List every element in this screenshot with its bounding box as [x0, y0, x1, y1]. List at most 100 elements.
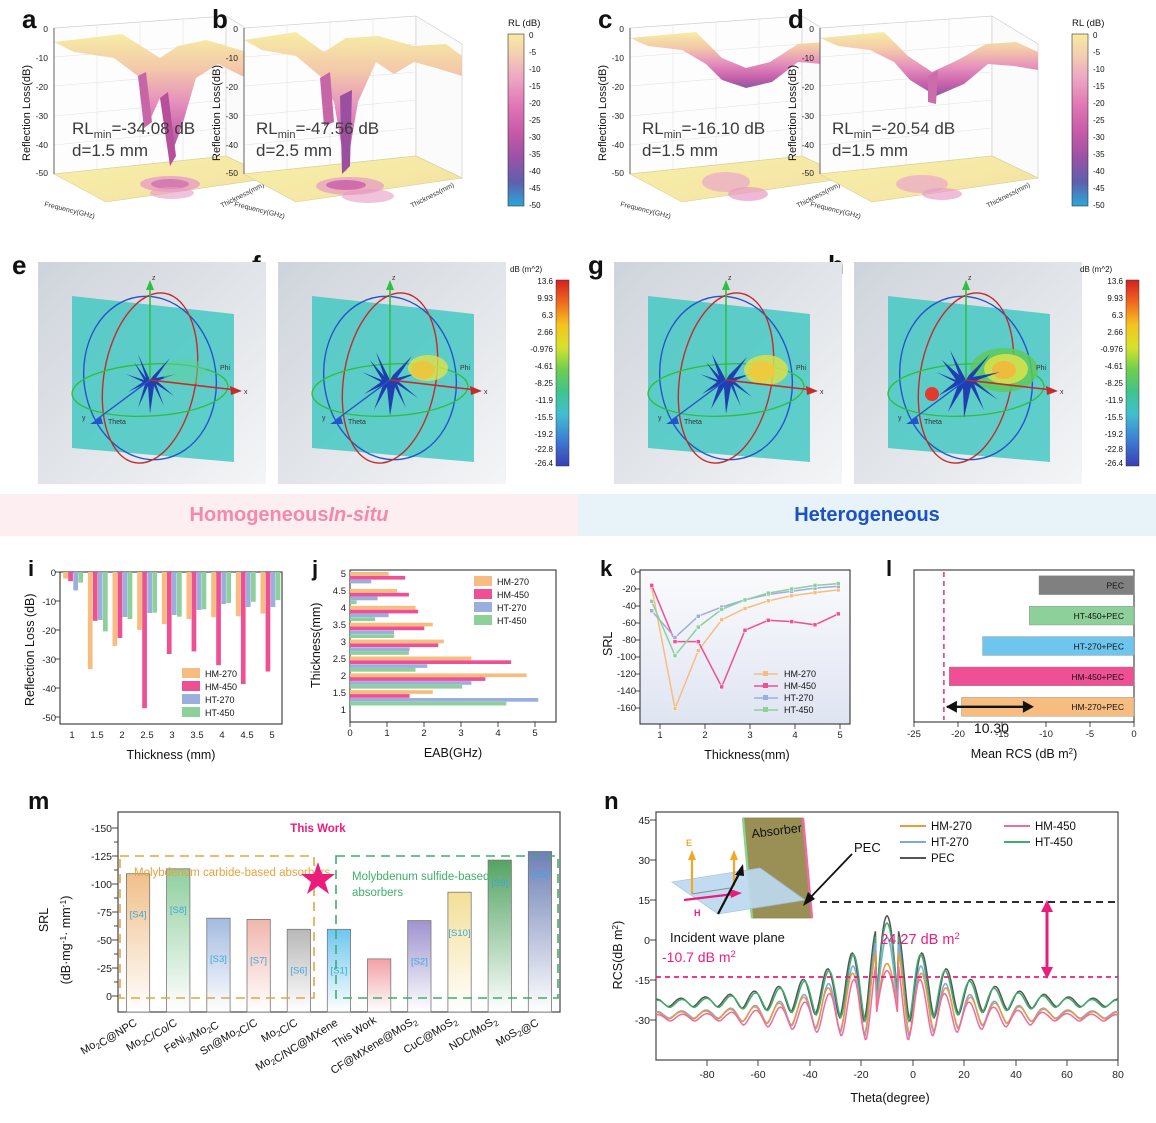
panel-j-ytick: 1.5: [333, 688, 346, 699]
panel-l-bar-label: HM-270+PEC: [1071, 702, 1124, 712]
panel-j-ytick: 4.5: [333, 586, 346, 597]
panel-n-ytick: 45: [638, 815, 650, 827]
panel-b: b 0 -10 -20 -30 -40: [200, 6, 480, 246]
legend-label: HT-270: [205, 695, 235, 705]
panel-i-bar: [166, 572, 172, 654]
rcs-colorbar-tick: 13.6: [537, 277, 553, 286]
sim-axis-y: y: [82, 415, 86, 422]
banner-homogeneous-text: Homogeneous: [189, 503, 329, 526]
panel-j-bar: [350, 647, 410, 651]
panel-k-marker: [742, 597, 748, 603]
panel-m-bar: [326, 928, 351, 1013]
panel-j-yaxis-label: Thickness(mm): [309, 603, 323, 688]
rl-colorbar-title: RL (dB): [1072, 18, 1104, 29]
panel-k-marker: [696, 624, 701, 630]
panel-i-bar: [73, 572, 78, 591]
panel-m-bar: [527, 851, 552, 1013]
panel-k: k 0 -20 -40 -60 -80 -100 -120 -140 -160: [592, 556, 872, 772]
rcs-colorbar-tick: 9.93: [537, 294, 553, 303]
panel-l-xaxis-label: Mean RCS (dB m2): [971, 747, 1078, 761]
panel-m-ref-label: [S2]: [411, 957, 428, 968]
panel-l-bar-label: HT-270+PEC: [1074, 641, 1124, 651]
panel-c-ztick: -10: [612, 53, 625, 63]
panel-n-xaxis-label: Theta(degree): [850, 1091, 929, 1105]
rl-colorbar-title: RL (dB): [508, 18, 540, 29]
panel-b-surface-plot: 0 -10 -20 -30 -40 -50 Reflection Loss(dB…: [211, 15, 464, 220]
panel-i-bar: [87, 572, 93, 670]
rl-colorbar-tick: -20: [1093, 99, 1105, 108]
panel-n-xtick: -20: [853, 1069, 868, 1081]
rl-colorbar-tick: -10: [529, 65, 541, 74]
panel-l-annotation: 10.30: [974, 720, 1009, 736]
rcs-colorbar-tick: -19.2: [1105, 430, 1124, 439]
rcs-colorbar-tick: -0.976: [530, 345, 553, 354]
panel-i-xtick: 2: [119, 730, 124, 741]
panel-i-yaxis-label: Reflection Loss (dB): [23, 593, 37, 706]
panel-i-bar: [221, 572, 226, 605]
sim-axis-y: y: [322, 415, 326, 422]
rcs-colorbar-title: dB (m^2): [510, 265, 543, 274]
panel-i-bar: [240, 572, 246, 685]
sim-axis-x: x: [1060, 389, 1064, 396]
panel-a-thickness-text: d=1.5 mm: [72, 141, 148, 160]
panel-b-xaxis-label: Frequency(GHz): [234, 201, 286, 220]
legend-swatch: [182, 681, 200, 691]
rcs-colorbar-tick: 2.66: [1107, 328, 1123, 337]
this-work-star-icon: [301, 862, 335, 894]
panel-k-marker: [812, 583, 818, 588]
panel-n-yaxis-label: RCS(dB m2): [610, 921, 625, 990]
panel-m-ref-label: [S6]: [290, 965, 307, 976]
panel-k-marker: [696, 639, 701, 644]
sim-axis-theta: Theta: [348, 419, 366, 426]
panel-c-zaxis-label: Reflection Loss(dB): [597, 65, 609, 161]
sim-axis-z: z: [728, 275, 732, 282]
panel-m-bar: [367, 958, 392, 1013]
panel-j-bar: [350, 694, 410, 698]
panel-m-bar: [407, 920, 432, 1013]
panel-b-yaxis-label: Thickness(mm): [410, 182, 456, 210]
sim-axis-phi: Phi: [460, 365, 471, 372]
panel-k-xtick: 5: [837, 730, 842, 741]
panel-j-xtick: 3: [458, 728, 463, 739]
panel-n-xtick: 40: [1010, 1069, 1022, 1081]
panel-l-xtick: -25: [907, 729, 921, 740]
panel-n-series-curve: [656, 952, 1118, 1035]
panel-m-ytick: -125: [91, 851, 112, 863]
panel-m-xtick-label: Sn@Mo2C/C: [198, 1014, 260, 1060]
panel-m-bar: [246, 918, 271, 1013]
panel-i-bar: [161, 572, 167, 625]
panel-n-xtick: -80: [699, 1069, 714, 1081]
panel-k-ytick: -60: [622, 618, 636, 629]
panel-i-chart: 0 -10 -20 -30 -40 -50 1 1.5 2 2.5 3: [23, 568, 283, 762]
legend-label: HM-270: [931, 821, 972, 833]
rcs-colorbar-right: dB (m^2) 13.6 9.93 6.3 2.66 -0.976 -4.61…: [1078, 262, 1150, 484]
rcs-colorbar-tick: -8.25: [535, 379, 554, 388]
panel-i-bar: [112, 572, 118, 646]
panel-k-ytick: -80: [622, 635, 636, 646]
panel-i-bar: [152, 572, 157, 613]
panel-n-xtick: -40: [802, 1069, 817, 1081]
panel-e-label: e: [12, 250, 27, 280]
panel-i-bar: [251, 572, 256, 602]
panel-i-bar: [122, 572, 128, 617]
panel-j-bar: [350, 684, 463, 689]
panel-m-ref-label: [S3]: [210, 954, 227, 965]
legend-label: HT-450: [1035, 837, 1073, 849]
rl-colorbar-tick: -35: [1093, 150, 1105, 159]
panel-n-series-curve: [655, 921, 1119, 1024]
panel-i-ytick: -50: [42, 713, 56, 724]
sim-axis-z: z: [968, 275, 972, 282]
legend-swatch: [182, 707, 200, 717]
panel-d-ztick: 0: [809, 24, 814, 34]
rl-colorbar-tick: -40: [529, 167, 541, 176]
panel-k-marker: [812, 622, 818, 628]
panel-g-rcs-3d: z x y Theta Phi: [614, 262, 842, 484]
panel-i-bar: [235, 572, 241, 617]
panel-a-ztick: 0: [43, 24, 48, 34]
panel-i-bar: [171, 572, 177, 615]
rcs-colorbar-title: dB (m^2): [1080, 265, 1113, 274]
panel-j-bar: [350, 681, 472, 685]
panel-n-ytick: -15: [635, 975, 650, 987]
panel-c-ztick: -40: [612, 140, 625, 150]
panel-j-label: j: [312, 556, 319, 581]
